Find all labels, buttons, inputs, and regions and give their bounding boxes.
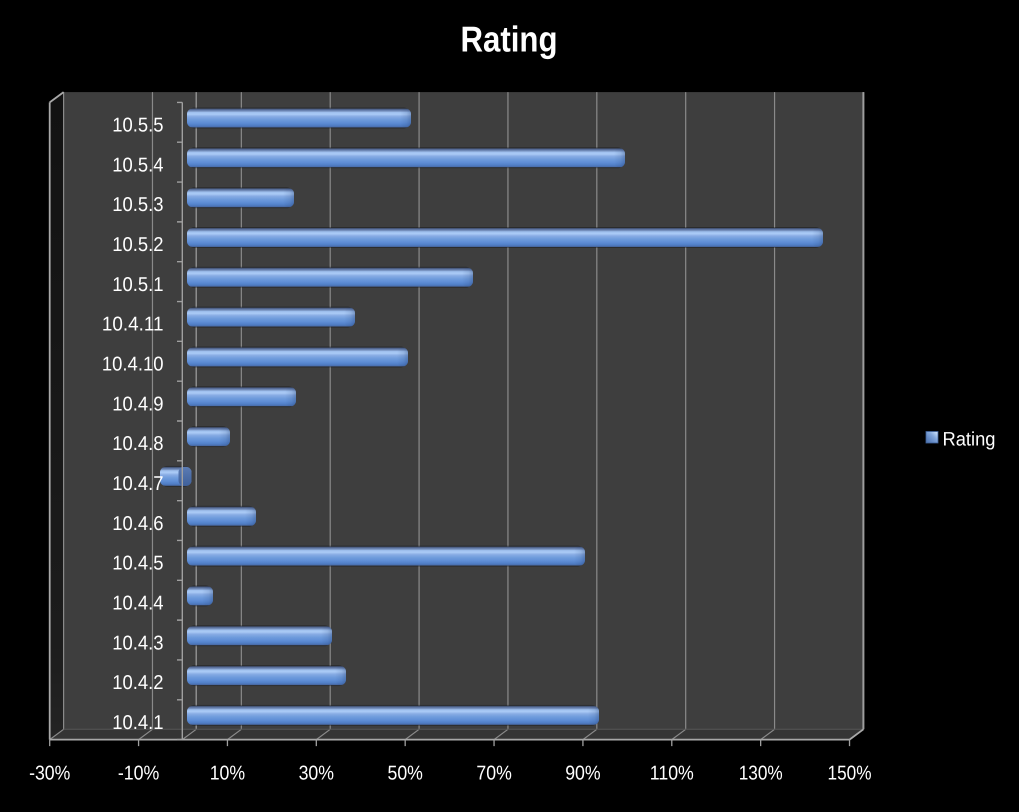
svg-text:-30%: -30% [29,762,70,784]
svg-text:50%: 50% [388,762,424,784]
svg-text:Rating: Rating [943,429,996,451]
svg-text:130%: 130% [739,762,783,784]
svg-text:10.5.5: 10.5.5 [112,115,163,137]
svg-text:10%: 10% [210,762,246,784]
svg-text:10.4.9: 10.4.9 [112,393,163,415]
svg-text:30%: 30% [299,762,335,784]
svg-text:10.4.8: 10.4.8 [112,433,163,455]
svg-text:90%: 90% [565,762,601,784]
svg-text:10.5.2: 10.5.2 [112,234,163,256]
svg-text:-10%: -10% [118,762,160,784]
svg-text:10.4.2: 10.4.2 [112,672,163,694]
svg-text:10.5.1: 10.5.1 [112,274,163,296]
svg-text:10.4.7: 10.4.7 [112,473,163,495]
svg-text:70%: 70% [476,762,512,784]
svg-text:110%: 110% [650,762,694,784]
svg-text:10.4.4: 10.4.4 [112,593,163,615]
svg-text:10.4.5: 10.4.5 [112,553,163,575]
svg-text:10.4.11: 10.4.11 [102,314,164,336]
svg-text:10.4.1: 10.4.1 [112,712,163,734]
svg-text:150%: 150% [828,762,872,784]
svg-text:10.4.3: 10.4.3 [112,632,163,654]
svg-text:10.4.10: 10.4.10 [102,354,164,376]
svg-text:10.4.6: 10.4.6 [112,513,163,535]
svg-text:10.5.4: 10.5.4 [112,154,163,176]
svg-text:10.5.3: 10.5.3 [112,194,163,216]
svg-text:Rating: Rating [461,19,558,60]
